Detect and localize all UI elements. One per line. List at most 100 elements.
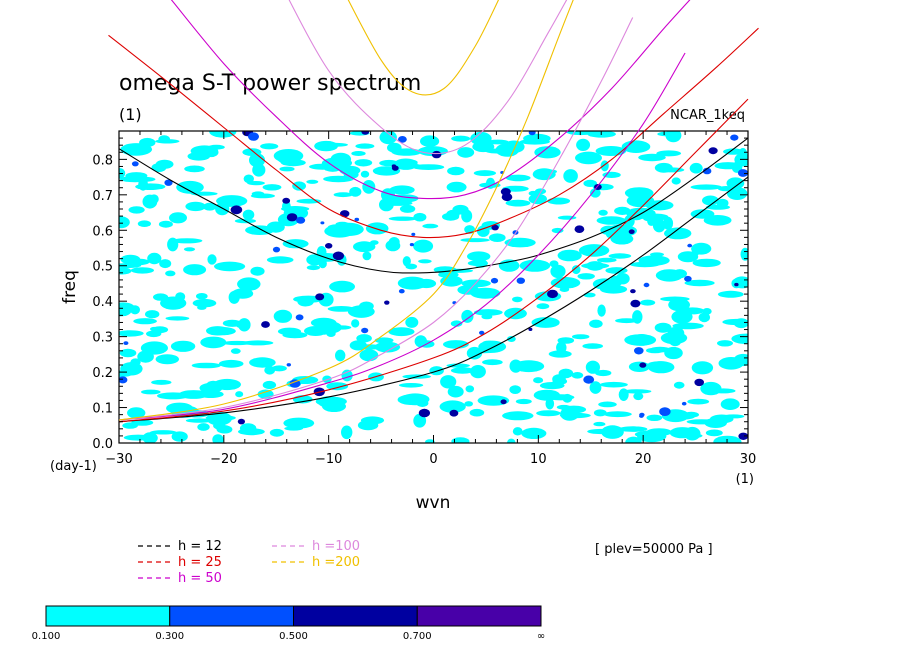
power-blob: [446, 363, 470, 368]
power-blob: [647, 361, 671, 369]
power-peak: [630, 289, 636, 294]
power-blob: [249, 357, 276, 368]
x-tick-label: −20: [210, 452, 237, 467]
power-blob: [700, 381, 722, 396]
power-peak: [687, 243, 693, 248]
power-blob: [467, 260, 488, 267]
power-blob: [589, 381, 602, 394]
power-blob: [388, 327, 415, 337]
power-peak: [528, 327, 533, 331]
power-blob: [637, 430, 667, 443]
power-blob: [698, 312, 710, 323]
power-blob: [142, 432, 158, 443]
power-blob: [155, 354, 179, 365]
power-blob: [273, 309, 293, 323]
power-blob: [460, 238, 490, 243]
power-blob: [556, 341, 567, 354]
power-blob: [582, 343, 603, 349]
power-blob: [169, 212, 187, 224]
power-peak: [261, 321, 270, 328]
power-blob: [160, 296, 187, 310]
power-blob: [357, 420, 379, 431]
dispersion-curve-h25: [118, 98, 749, 423]
power-blob: [341, 425, 353, 440]
power-blob: [137, 350, 154, 363]
power-blob: [691, 242, 712, 255]
legend-label: h =200: [312, 555, 360, 570]
power-peak: [730, 134, 739, 141]
power-blob: [183, 247, 196, 252]
power-blob: [196, 293, 208, 300]
power-blob: [716, 198, 729, 208]
power-peak: [574, 225, 585, 233]
power-blob: [469, 408, 485, 417]
colorbar-segment: [45, 605, 171, 627]
power-peak: [286, 363, 291, 367]
power-blob: [323, 141, 334, 146]
power-peak: [479, 330, 485, 335]
power-peak: [332, 251, 344, 261]
power-blob: [399, 383, 424, 388]
power-blob: [120, 362, 143, 376]
power-blob: [214, 261, 246, 272]
power-blob: [731, 333, 748, 344]
power-blob: [638, 153, 666, 162]
dispersion-curve-h25: [108, 27, 759, 239]
power-blob: [355, 143, 375, 149]
power-blob: [399, 204, 416, 213]
power-blob: [284, 426, 304, 431]
x-tick-label: 10: [530, 452, 547, 467]
power-blob: [655, 269, 684, 282]
y-tick-label: 0.2: [92, 366, 113, 381]
power-blob: [151, 326, 169, 334]
power-blob: [387, 142, 402, 153]
power-blob: [200, 336, 227, 349]
y-tick-label: 0.7: [92, 189, 113, 204]
power-blob: [397, 394, 426, 406]
source-label: NCAR_1keq: [670, 108, 745, 123]
power-blob: [351, 319, 360, 328]
power-blob: [304, 326, 328, 336]
power-peak: [528, 131, 536, 136]
power-peak: [398, 289, 405, 294]
power-peak: [391, 164, 397, 168]
power-blob: [206, 411, 232, 426]
power-blob: [585, 360, 601, 374]
y-unit-label: (day-1): [50, 459, 97, 474]
power-blob: [571, 372, 584, 379]
power-blob: [521, 427, 547, 439]
power-blob: [657, 131, 674, 137]
power-peak: [384, 300, 390, 305]
dispersion-curve-h100: [118, 17, 634, 421]
power-blob: [652, 218, 666, 233]
y-tick-label: 0.3: [92, 331, 113, 346]
y-axis-label: freq: [60, 270, 80, 304]
power-blob: [601, 425, 624, 439]
x-axis-ticks: −30 −20 −10 0 10 20 30: [105, 131, 756, 467]
power-blob: [502, 411, 534, 421]
power-blob: [598, 401, 617, 408]
power-peak: [643, 282, 650, 288]
power-blob: [354, 344, 383, 350]
power-blob: [119, 216, 130, 229]
power-blob: [171, 431, 188, 442]
power-blob: [212, 434, 224, 443]
power-blob: [413, 413, 427, 428]
power-blob: [356, 334, 372, 343]
power-blob: [119, 267, 132, 275]
power-blob: [243, 174, 254, 184]
power-blob: [605, 229, 619, 239]
power-blob: [687, 398, 710, 405]
power-blob: [660, 296, 690, 302]
power-blob: [329, 280, 355, 293]
x-tick-label: 20: [635, 452, 652, 467]
power-blob: [230, 348, 241, 354]
power-blob: [306, 179, 319, 184]
power-blob: [362, 251, 372, 261]
power-peak: [409, 243, 414, 247]
power-blob: [727, 187, 748, 200]
power-blob: [534, 146, 561, 159]
power-blob: [473, 170, 496, 177]
power-blob: [519, 259, 551, 272]
power-peak: [491, 224, 499, 231]
